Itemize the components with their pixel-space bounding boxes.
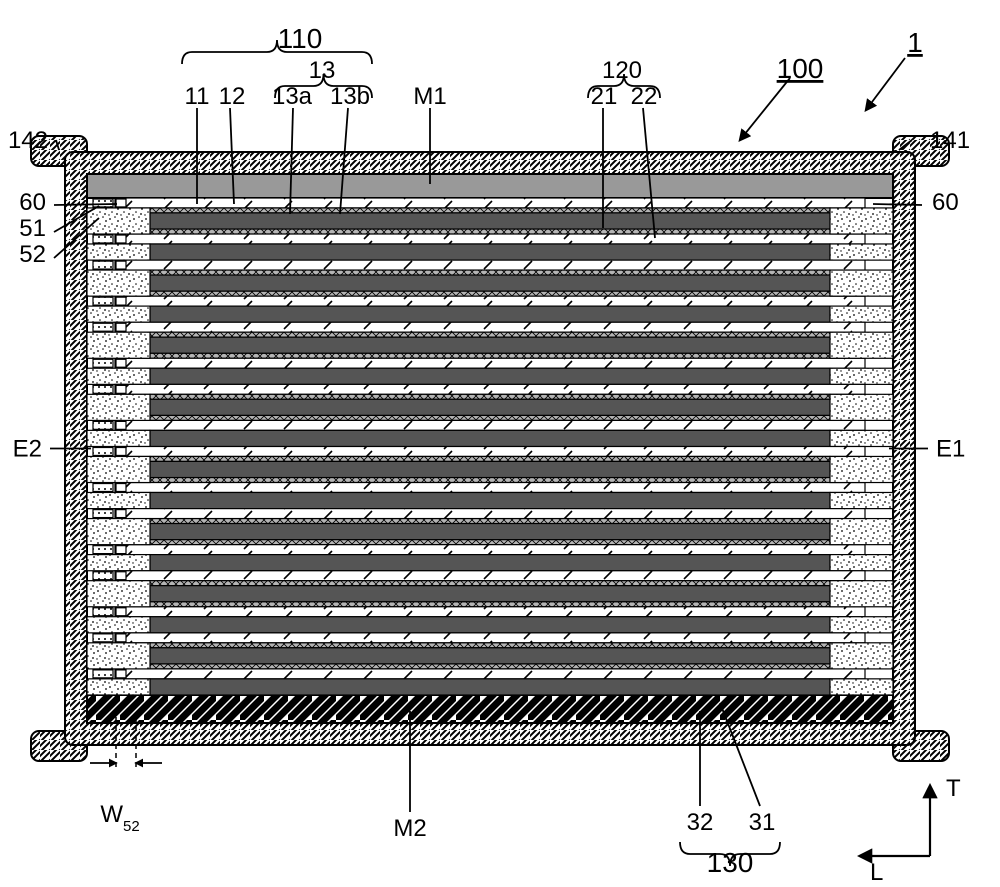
block-60 <box>116 572 126 580</box>
block-60 <box>116 261 126 269</box>
block-60 <box>116 323 126 331</box>
label-one: 1 <box>907 27 923 58</box>
label-l60: 60 <box>932 189 959 216</box>
top-plate-m1 <box>87 174 893 198</box>
label-m1: M1 <box>413 83 446 110</box>
label-e1: E1 <box>936 436 965 463</box>
block-60 <box>116 510 126 518</box>
block-51 <box>93 261 113 269</box>
label-group130: 130 <box>707 847 754 878</box>
label-l60: 60 <box>19 189 46 216</box>
label-l13b: 13b <box>330 83 370 110</box>
block-51 <box>93 385 113 393</box>
label-e2: E2 <box>13 436 42 463</box>
e1-block <box>830 581 893 607</box>
label-l11: 11 <box>185 83 210 110</box>
block-51 <box>93 510 113 518</box>
label-hundred: 100 <box>777 53 824 84</box>
block-51 <box>93 199 113 207</box>
label-l142: 142 <box>8 127 48 154</box>
label-group110: 110 <box>278 23 323 54</box>
label-group13: 13 <box>309 57 336 84</box>
block-51 <box>93 634 113 642</box>
e2-block <box>87 332 150 358</box>
cross-section-figure: 11011121313a13bM112021221001142141606051… <box>0 0 1000 887</box>
label-m2: M2 <box>393 815 426 842</box>
block-51 <box>93 448 113 456</box>
bottom-plate-m2 <box>87 695 893 723</box>
e2-block <box>87 394 150 420</box>
electrode-stack <box>87 198 893 695</box>
block-60 <box>116 448 126 456</box>
e1-block <box>830 332 893 358</box>
e1-block <box>830 456 893 482</box>
e2-block <box>87 456 150 482</box>
e2-block <box>87 581 150 607</box>
block-60 <box>116 634 126 642</box>
label-l22: 22 <box>631 83 658 110</box>
label-l21: 21 <box>591 83 618 110</box>
e1-block <box>830 208 893 234</box>
axis-t: T <box>946 775 961 802</box>
label-l13a: 13a <box>272 83 313 110</box>
axes: TL <box>860 775 961 886</box>
label-l12: 12 <box>219 83 246 110</box>
block-60 <box>116 385 126 393</box>
label-l141: 141 <box>930 127 970 154</box>
e2-block <box>87 519 150 545</box>
block-51 <box>93 572 113 580</box>
e2-block <box>87 643 150 669</box>
block-51 <box>93 323 113 331</box>
e1-block <box>830 270 893 296</box>
label-l51: 51 <box>19 215 46 242</box>
e1-block <box>830 394 893 420</box>
label-group120: 120 <box>602 57 642 84</box>
label-l32: 32 <box>687 809 714 836</box>
e2-block <box>87 270 150 296</box>
label-l31: 31 <box>749 809 776 836</box>
label-l52: 52 <box>19 241 46 268</box>
label-w52: W52 <box>100 801 139 835</box>
e1-block <box>830 643 893 669</box>
block-60 <box>116 199 126 207</box>
e1-block <box>830 519 893 545</box>
axis-l: L <box>870 859 883 886</box>
